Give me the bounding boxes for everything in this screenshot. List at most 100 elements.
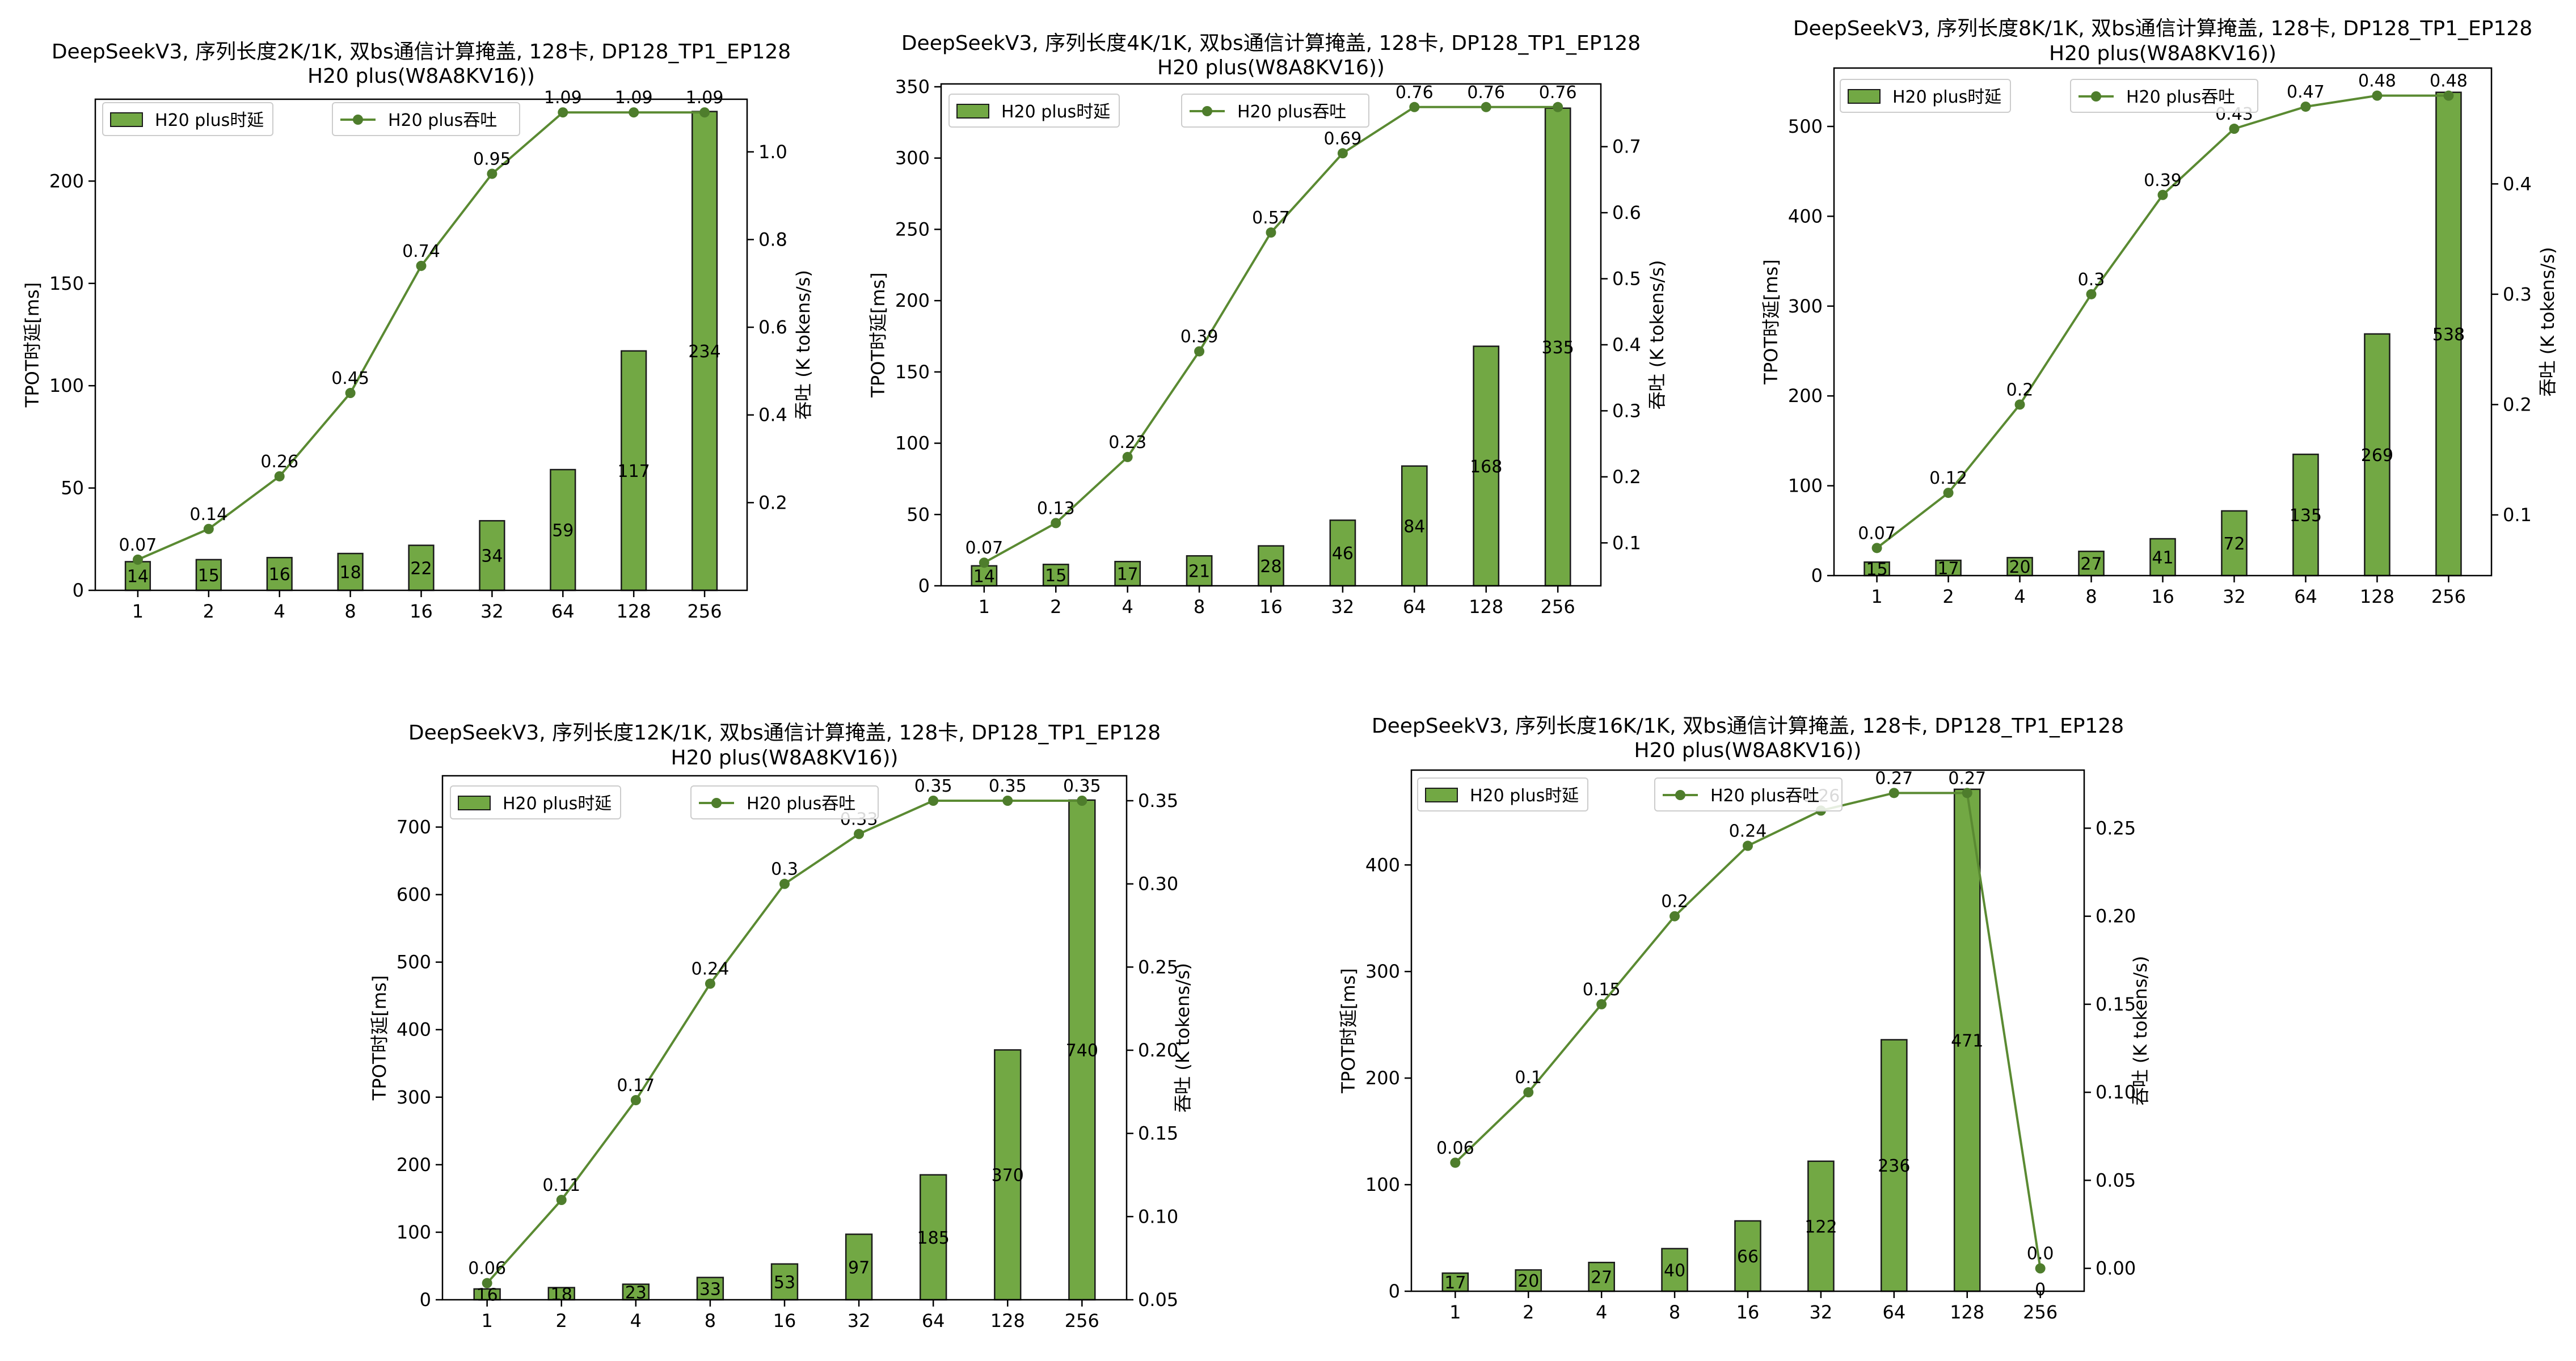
y-right-tick-label: 0.5	[1612, 268, 1641, 290]
legend-bar-swatch	[1848, 89, 1881, 104]
y-right-tick-label: 0.05	[2096, 1169, 2136, 1191]
y-left-tick-label: 0	[420, 1289, 431, 1311]
y-left-tick-label: 500	[397, 952, 431, 973]
line-value-label: 0.74	[402, 242, 440, 261]
y-right-tick-label: 0.2	[2503, 394, 2532, 415]
line-point	[1077, 796, 1087, 806]
bar-value-label: 122	[1805, 1217, 1837, 1237]
line-point	[2035, 1263, 2046, 1274]
legend-bar-swatch	[458, 796, 491, 810]
legend-bar-swatch	[110, 112, 143, 127]
line-point	[1194, 346, 1205, 357]
bar	[2435, 91, 2462, 577]
y-left-tick-label: 500	[1788, 116, 1823, 137]
x-tick-label: 8	[2085, 586, 2097, 607]
x-tick-label: 128	[617, 601, 651, 622]
legend-box	[332, 102, 520, 136]
legend-box	[1181, 94, 1369, 128]
y-left-tick-label: 300	[1365, 961, 1400, 982]
line-point	[558, 107, 568, 118]
line-value-label: 0.45	[331, 369, 369, 388]
line-point	[556, 1195, 567, 1205]
line-value-label: 0.1	[1515, 1068, 1542, 1088]
line-point	[203, 523, 214, 534]
legend-box	[690, 785, 879, 819]
bar-value-label: 21	[1188, 562, 1210, 582]
line-point	[779, 878, 790, 889]
x-tick-label: 16	[1736, 1301, 1760, 1323]
line-point	[1481, 102, 1491, 112]
bar-value-label: 34	[481, 547, 503, 567]
legend-line: H20 plus吞吐	[332, 102, 520, 136]
x-tick-label: 128	[1469, 596, 1503, 618]
legend-line-label: H20 plus吞吐	[388, 111, 497, 130]
x-tick-label: 4	[2014, 586, 2025, 607]
line-value-label: 0.13	[1037, 498, 1075, 518]
y-left-tick-label: 150	[49, 273, 84, 294]
bar	[2221, 510, 2248, 577]
line-value-label: 0.23	[1108, 433, 1146, 453]
line-point	[132, 554, 143, 565]
x-tick-label: 8	[344, 601, 356, 622]
bar-value-label: 17	[1444, 1273, 1466, 1293]
line-value-label: 0.27	[1948, 768, 1986, 788]
bar	[337, 552, 364, 591]
bar-value-label: 66	[1737, 1247, 1759, 1267]
line-value-label: 0.57	[1252, 208, 1290, 228]
y-left-tick-label: 0	[1811, 565, 1823, 586]
legend-bar-swatch	[1425, 788, 1458, 802]
bar-value-label: 335	[1542, 338, 1574, 358]
line-value-label: 0.69	[1324, 129, 1362, 149]
line-point	[1002, 796, 1013, 806]
chart-title: DeepSeekV3, 序列长度16K/1K, 双bs通信计算掩盖, 128卡,…	[1372, 715, 2124, 738]
line-value-label: 0.3	[2078, 270, 2105, 290]
y-right-tick-label: 0.00	[2096, 1258, 2136, 1279]
bar	[2292, 453, 2319, 577]
y-right-tick-label: 0.3	[1612, 400, 1641, 421]
bar-value-label: 471	[1951, 1031, 1983, 1051]
bar-value-label: 84	[1403, 517, 1425, 536]
bar-value-label: 185	[917, 1228, 950, 1248]
y-left-tick-label: 250	[895, 218, 930, 240]
y-right-tick-label: 0.7	[1612, 136, 1641, 158]
line-point	[630, 1095, 641, 1105]
y-right-tick-label: 0.6	[1612, 202, 1641, 223]
x-tick-label: 2	[1523, 1301, 1534, 1323]
y-right-tick-label: 0.1	[1612, 532, 1641, 553]
line-value-label: 0.17	[617, 1076, 655, 1096]
line-value-label: 0.3	[771, 860, 798, 880]
chart-subtitle: H20 plus(W8A8KV16))	[307, 65, 535, 88]
line-value-label: 1.09	[615, 88, 653, 108]
legend-box	[1417, 777, 1588, 811]
x-tick-label: 16	[773, 1310, 796, 1332]
bar-value-label: 33	[699, 1279, 721, 1299]
line-point	[1051, 518, 1061, 529]
legend-line: H20 plus吞吐	[1654, 777, 1843, 811]
y-left-tick-label: 200	[397, 1154, 431, 1176]
line-point	[482, 1278, 492, 1288]
line-value-label: 0.24	[692, 960, 730, 979]
legend-bar: H20 plus时延	[948, 94, 1120, 128]
y-left-tick-label: 300	[895, 147, 930, 169]
legend-bar: H20 plus时延	[1840, 79, 2011, 113]
legend-line-label: H20 plus吞吐	[2126, 87, 2235, 107]
legend-bar-label: H20 plus时延	[1892, 87, 2001, 107]
line-value-label: 0.48	[2430, 71, 2468, 91]
line-point	[2014, 399, 2025, 410]
y-left-tick-label: 200	[1365, 1067, 1400, 1089]
bar-value-label: 168	[1470, 457, 1502, 477]
y-right-tick-label: 0.15	[1138, 1123, 1178, 1144]
bar-value-label: 14	[973, 567, 995, 586]
chart-panel-5: DeepSeekV3, 序列长度16K/1K, 双bs通信计算掩盖, 128卡,…	[1338, 715, 2151, 1323]
legend-box	[1654, 777, 1843, 811]
line-value-label: 0.35	[989, 776, 1027, 796]
bar-value-label: 236	[1878, 1156, 1910, 1176]
y-left-tick-label: 0	[73, 580, 84, 601]
legend-bar-label: H20 plus时延	[503, 794, 612, 814]
legend-line-label: H20 plus吞吐	[1237, 102, 1346, 122]
x-tick-label: 256	[2023, 1301, 2058, 1323]
bar	[2006, 557, 2033, 577]
y-left-tick-label: 50	[61, 477, 84, 499]
x-tick-label: 4	[1122, 596, 1133, 618]
y-right-tick-label: 0.10	[1138, 1206, 1178, 1227]
